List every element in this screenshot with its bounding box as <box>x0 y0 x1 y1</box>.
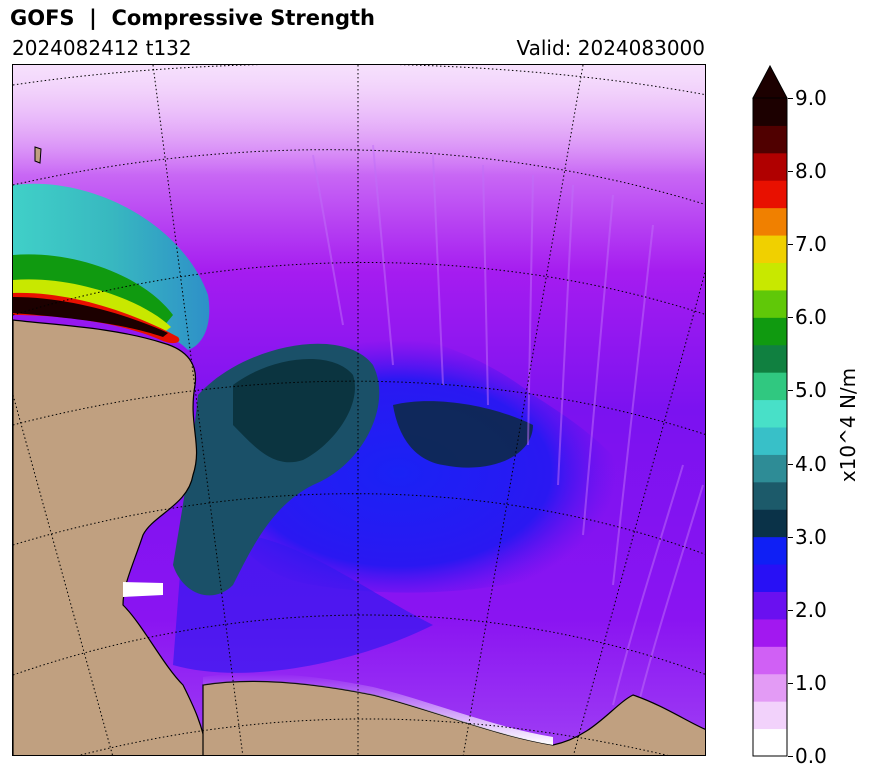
coastal-fringe <box>203 673 553 745</box>
colorbar-segment <box>753 152 787 181</box>
colorbar-segment <box>753 481 787 510</box>
figure-title: GOFS | Compressive Strength <box>10 6 375 30</box>
colorbar-segment <box>753 125 787 154</box>
colorbar-segment <box>753 344 787 373</box>
colorbar-tick-label: 3.0 <box>795 524 827 549</box>
colorbar-tick-mark <box>788 756 793 757</box>
colorbar-segment <box>753 262 787 291</box>
colorbar-segment <box>753 235 787 263</box>
colorbar-tick-mark <box>788 317 793 319</box>
colorbar-tick-mark <box>788 536 793 538</box>
colorbar-tick-label: 8.0 <box>795 159 827 184</box>
colorbar-tick-mark <box>788 244 793 246</box>
ridge-streaks <box>312 144 704 726</box>
colorbar-segment <box>753 207 787 236</box>
colorbar-tick-mark <box>788 171 793 173</box>
colorbar-segment <box>753 427 787 455</box>
colorbar-segment <box>753 289 787 318</box>
graticule <box>13 65 705 755</box>
colorbar-unit-label: x10^4 N/m <box>836 367 860 483</box>
dark-core <box>233 358 355 463</box>
map-svg <box>13 65 705 755</box>
colorbar-tick-label: 7.0 <box>795 232 827 257</box>
colorbar-tick-label: 9.0 <box>795 86 827 110</box>
colorbar-segment <box>753 509 787 538</box>
low-strength-zone <box>13 65 705 175</box>
colorbar-segment <box>753 728 787 757</box>
colorbar-tick-mark <box>788 609 793 611</box>
colorbar-tick-label: 4.0 <box>795 451 827 476</box>
map-panel <box>12 64 706 756</box>
colorbar-tick-mark <box>788 98 793 99</box>
colorbar-tick-label: 6.0 <box>795 305 827 330</box>
small-island <box>34 146 42 164</box>
colorbar-tick-label: 0.0 <box>795 744 827 768</box>
colorbar <box>752 64 788 757</box>
colorbar-segment <box>753 673 787 702</box>
valid-time-label: Valid: 2024083000 <box>516 36 705 60</box>
colorbar-segment <box>753 646 787 675</box>
colorbar-tick-label: 1.0 <box>795 670 827 695</box>
colorbar-segment <box>753 564 787 592</box>
land-west <box>13 319 209 755</box>
colorbar-segment <box>753 372 787 401</box>
colorbar-segment <box>753 98 787 126</box>
colorbar-segment <box>753 317 787 346</box>
colorbar-tick-mark <box>788 463 793 465</box>
colorbar-segment <box>753 536 787 565</box>
colorbar-segment <box>753 618 787 647</box>
colorbar-tick-mark <box>788 390 793 392</box>
colorbar-segment <box>753 454 787 483</box>
colorbar-segment <box>753 399 787 428</box>
colorbar-tick-label: 2.0 <box>795 597 827 622</box>
colorbar-segment <box>753 701 787 730</box>
colorbar-tick-mark <box>788 682 793 684</box>
ice-shelf-patch <box>123 582 163 597</box>
colorbar-tick-label: 5.0 <box>795 378 827 403</box>
colorbar-segment <box>753 180 787 209</box>
max-band <box>13 297 168 337</box>
dark-patch <box>393 401 533 468</box>
colorbar-extend-arrow <box>752 64 788 99</box>
run-time-label: 2024082412 t132 <box>12 36 192 60</box>
colorbar-border <box>752 97 788 757</box>
colorbar-segment <box>753 591 787 620</box>
